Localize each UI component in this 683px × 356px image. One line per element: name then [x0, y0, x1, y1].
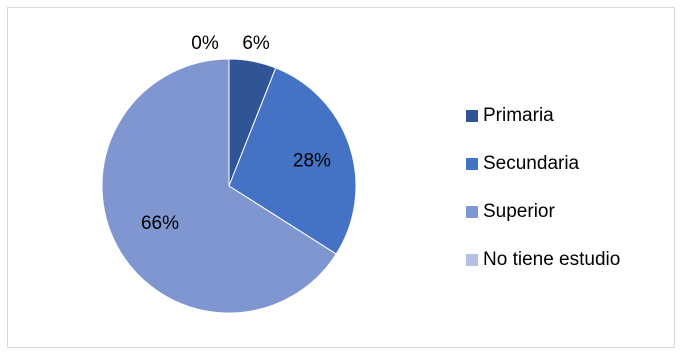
data-label-superior: 66%: [141, 213, 179, 234]
data-labels: 6% 28% 66% 0%: [141, 33, 331, 234]
legend-swatch-no-tiene-estudio: [466, 254, 478, 266]
pie-slice-secundaria: [228, 67, 357, 255]
pie-slices: [101, 58, 357, 314]
data-label-secundaria: 28%: [293, 151, 331, 172]
legend-swatch-secundaria: [466, 158, 478, 170]
legend-swatch-superior: [466, 206, 478, 218]
legend-label-superior: Superior: [483, 201, 555, 222]
data-label-primaria: 6%: [242, 33, 270, 54]
legend-label-no-tiene-estudio: No tiene estudio: [483, 249, 620, 270]
data-label-no-tiene-estudio: 0%: [191, 33, 219, 54]
pie-slice-superior: [101, 58, 337, 314]
legend-label-primaria: Primaria: [483, 105, 554, 126]
legend-label-secundaria: Secundaria: [483, 153, 580, 174]
legend-swatch-primaria: [466, 110, 478, 122]
legend: Primaria Secundaria Superior No tiene estud…: [466, 105, 620, 270]
